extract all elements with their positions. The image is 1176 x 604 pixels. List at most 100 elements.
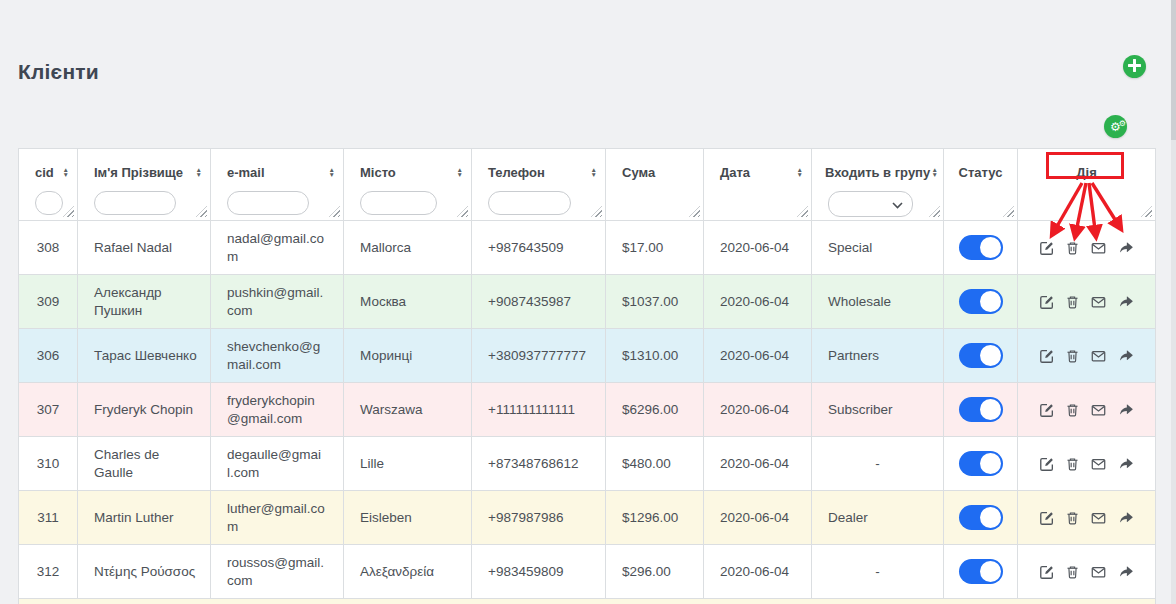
- column-header-group[interactable]: Входить в групу▲▼: [812, 149, 944, 221]
- cell-email: roussos@gmail.com: [211, 545, 344, 599]
- edit-button[interactable]: [1039, 456, 1055, 472]
- column-header-top: Сума: [606, 149, 703, 183]
- column-label-action: Дія: [1076, 165, 1096, 180]
- page-scrollbar[interactable]: [1171, 0, 1176, 604]
- filter-input-phone[interactable]: [488, 191, 571, 215]
- filter-input-cid[interactable]: [35, 191, 63, 215]
- column-resize-handle[interactable]: [797, 206, 808, 217]
- edit-icon: [1039, 294, 1055, 310]
- column-label-date: Дата: [720, 165, 750, 180]
- share-button[interactable]: [1117, 402, 1134, 418]
- cogs-icon: ⚙⚙: [1110, 121, 1121, 133]
- toggle-knob: [980, 507, 1001, 528]
- scrollbar-thumb[interactable]: [1171, 0, 1176, 140]
- column-resize-handle[interactable]: [1141, 206, 1152, 217]
- edit-button[interactable]: [1039, 564, 1055, 580]
- column-header-top: Статус: [944, 149, 1017, 183]
- cell-status: [944, 221, 1018, 275]
- sort-icon[interactable]: ▲▼: [932, 167, 938, 178]
- cell-status: [944, 329, 1018, 383]
- column-header-cid[interactable]: cid ▲▼: [19, 149, 78, 221]
- clients-page: Клієнти ⚙⚙ cid▲▼Ім'я Прізвище▲▼e-mail▲▼М…: [0, 0, 1176, 604]
- share-button[interactable]: [1117, 240, 1134, 256]
- share-button[interactable]: [1117, 294, 1134, 310]
- share-button[interactable]: [1117, 510, 1134, 526]
- sort-icon[interactable]: ▲▼: [63, 167, 69, 178]
- email-button[interactable]: [1090, 456, 1107, 472]
- edit-button[interactable]: [1039, 294, 1055, 310]
- table-row: 311Martin Lutherluther@gmail.comEisleben…: [19, 491, 1156, 545]
- email-button[interactable]: [1090, 402, 1107, 418]
- delete-button[interactable]: [1065, 510, 1080, 526]
- cell-cid: 311: [19, 491, 78, 545]
- column-header-date[interactable]: Дата ▲▼: [704, 149, 812, 221]
- edit-button[interactable]: [1039, 348, 1055, 364]
- toggle-knob: [980, 291, 1001, 312]
- row-actions: [1018, 564, 1155, 580]
- share-button[interactable]: [1117, 456, 1134, 472]
- status-toggle[interactable]: [959, 559, 1003, 584]
- share-button[interactable]: [1117, 564, 1134, 580]
- row-actions: [1018, 294, 1155, 310]
- cell-phone: +983459809: [472, 545, 606, 599]
- delete-button[interactable]: [1065, 348, 1080, 364]
- status-toggle[interactable]: [959, 343, 1003, 368]
- share-icon: [1117, 402, 1134, 418]
- cell-sum: $1296.00: [606, 491, 704, 545]
- sort-icon[interactable]: ▲▼: [797, 167, 803, 178]
- delete-button[interactable]: [1065, 240, 1080, 256]
- column-resize-handle[interactable]: [689, 206, 700, 217]
- sort-icon[interactable]: ▲▼: [457, 167, 463, 178]
- email-button[interactable]: [1090, 510, 1107, 526]
- cell-date: 2020-06-04: [704, 329, 812, 383]
- column-filter: [211, 183, 343, 215]
- table-settings-button[interactable]: ⚙⚙: [1104, 115, 1127, 138]
- delete-button[interactable]: [1065, 402, 1080, 418]
- cell-city: Mallorca: [344, 221, 472, 275]
- sort-icon[interactable]: ▲▼: [591, 167, 597, 178]
- filter-input-email[interactable]: [227, 191, 309, 215]
- column-header-top: e-mail▲▼: [211, 149, 343, 183]
- status-toggle[interactable]: [959, 505, 1003, 530]
- edit-button[interactable]: [1039, 402, 1055, 418]
- status-toggle[interactable]: [959, 235, 1003, 260]
- status-toggle[interactable]: [959, 397, 1003, 422]
- email-button[interactable]: [1090, 240, 1107, 256]
- table-row: 306Тарас Шевченкоshevchenko@gmail.comМор…: [19, 329, 1156, 383]
- column-header-name[interactable]: Ім'я Прізвище▲▼: [78, 149, 211, 221]
- column-label-cid: cid: [35, 165, 54, 180]
- edit-button[interactable]: [1039, 240, 1055, 256]
- column-filter: [344, 183, 471, 215]
- filter-input-city[interactable]: [360, 191, 437, 215]
- status-toggle[interactable]: [959, 451, 1003, 476]
- envelope-icon: [1090, 510, 1107, 526]
- sort-icon[interactable]: ▲▼: [196, 167, 202, 178]
- delete-button[interactable]: [1065, 456, 1080, 472]
- cell-cid: 308: [19, 221, 78, 275]
- cell-action: [1018, 383, 1156, 437]
- email-button[interactable]: [1090, 294, 1107, 310]
- cell-status: [944, 275, 1018, 329]
- column-header-city[interactable]: Місто▲▼: [344, 149, 472, 221]
- table-row: 312Ντέμης Ρούσσοςroussos@gmail.comΑλεξαν…: [19, 545, 1156, 599]
- email-button[interactable]: [1090, 564, 1107, 580]
- email-button[interactable]: [1090, 348, 1107, 364]
- row-actions: [1018, 402, 1155, 418]
- filter-input-name[interactable]: [94, 191, 176, 215]
- sort-icon[interactable]: ▲▼: [329, 167, 335, 178]
- group-filter-select[interactable]: [828, 191, 913, 217]
- edit-button[interactable]: [1039, 510, 1055, 526]
- cell-date: 2020-06-04: [704, 491, 812, 545]
- status-toggle[interactable]: [959, 289, 1003, 314]
- share-button[interactable]: [1117, 348, 1134, 364]
- add-client-button[interactable]: [1123, 55, 1146, 78]
- column-header-phone[interactable]: Телефон▲▼: [472, 149, 606, 221]
- delete-button[interactable]: [1065, 564, 1080, 580]
- delete-button[interactable]: [1065, 294, 1080, 310]
- column-resize-handle[interactable]: [1003, 206, 1014, 217]
- row-actions: [1018, 510, 1155, 526]
- column-header-status: Статус: [944, 149, 1018, 221]
- share-icon: [1117, 294, 1134, 310]
- cell-email: degaulle@gmail.com: [211, 437, 344, 491]
- column-header-email[interactable]: e-mail▲▼: [211, 149, 344, 221]
